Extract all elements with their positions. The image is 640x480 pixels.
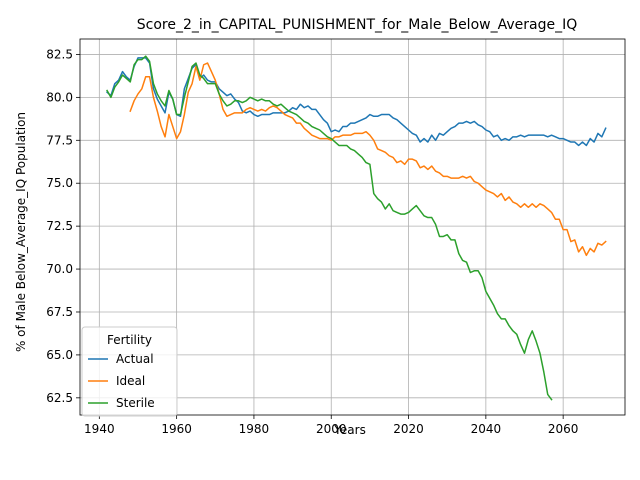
y-tick-label: 75.0 <box>46 176 73 190</box>
x-tick-label: 1960 <box>161 422 192 436</box>
x-tick-label: 2060 <box>548 422 579 436</box>
x-tick-label: 1940 <box>84 422 115 436</box>
y-axis-label: % of Male Below_Average_IQ Population <box>14 112 28 352</box>
series-line-sterile <box>106 55 553 401</box>
y-tick-label: 80.0 <box>46 90 73 104</box>
chart-title: Score_2_in_CAPITAL_PUNISHMENT_for_Male_B… <box>137 17 577 33</box>
series-lines <box>106 55 607 401</box>
y-tick-label: 72.5 <box>46 219 73 233</box>
plot-frame <box>79 38 626 416</box>
y-axis-ticks: 62.5 65.0 67.5 70.0 72.5 75.0 77.5 80.0 82.5 <box>46 47 80 405</box>
y-tick-label: 70.0 <box>46 262 73 276</box>
y-tick-label: 65.0 <box>46 348 73 362</box>
y-tick-label: 62.5 <box>46 391 73 405</box>
x-tick-label: 2000 <box>316 422 347 436</box>
y-tick-label: 82.5 <box>46 47 73 61</box>
series-line-ideal <box>129 62 607 257</box>
x-axis-label: Years <box>333 423 366 437</box>
legend-title: Fertility <box>107 333 152 347</box>
legend-box <box>81 326 178 417</box>
x-axis-ticks: 1940 1960 1980 2000 2020 2040 2060 <box>84 415 578 436</box>
x-tick-label: 1980 <box>239 422 270 436</box>
x-tick-label: 2020 <box>393 422 424 436</box>
legend-label-actual: Actual <box>116 352 154 366</box>
legend-label-sterile: Sterile <box>116 396 155 410</box>
x-tick-label: 2040 <box>471 422 502 436</box>
y-tick-label: 67.5 <box>46 305 73 319</box>
legend: Fertility Actual Ideal Sterile <box>81 326 178 417</box>
legend-label-ideal: Ideal <box>116 374 145 388</box>
y-tick-label: 77.5 <box>46 133 73 147</box>
